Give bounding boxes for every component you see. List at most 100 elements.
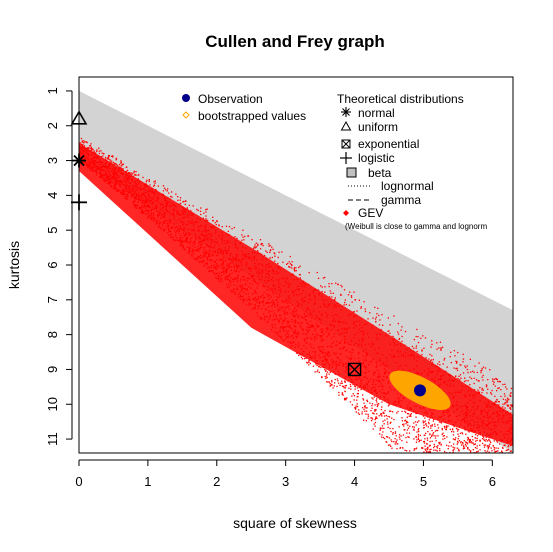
gev-point	[379, 428, 382, 430]
gev-point	[377, 404, 379, 406]
gev-point	[270, 249, 272, 251]
gev-point	[429, 449, 431, 451]
gev-point	[468, 440, 471, 442]
gev-point	[426, 439, 429, 441]
gev-point	[374, 408, 376, 411]
gev-point	[358, 409, 360, 411]
gev-point	[355, 411, 357, 413]
gev-point	[271, 246, 273, 248]
gev-point	[119, 166, 121, 168]
gev-point	[493, 381, 495, 383]
gev-point	[383, 415, 386, 417]
gev-point	[357, 395, 359, 398]
gev-point	[473, 377, 475, 379]
gev-point	[352, 383, 354, 386]
gev-point	[162, 185, 165, 187]
gev-point	[466, 443, 469, 445]
gev-point	[423, 434, 425, 436]
x-tick-label: 0	[75, 474, 82, 489]
gev-point	[184, 200, 186, 203]
gev-point	[473, 389, 476, 391]
gev-point	[293, 269, 296, 271]
gev-point	[378, 403, 380, 405]
gev-point	[494, 450, 496, 453]
gev-point	[474, 443, 476, 445]
gev-point	[135, 171, 137, 173]
gev-point	[200, 213, 202, 216]
gev-point	[367, 415, 370, 417]
gev-point	[148, 180, 150, 182]
gev-point	[289, 255, 291, 258]
gev-point	[89, 147, 91, 150]
legend-beta-label: beta	[368, 166, 392, 180]
gev-point	[358, 413, 361, 415]
gev-point	[495, 400, 497, 402]
gev-point	[233, 226, 235, 229]
gev-point	[404, 449, 406, 451]
gev-point	[440, 348, 442, 350]
gev-point	[111, 162, 113, 164]
gev-point	[345, 398, 347, 400]
gev-point	[316, 364, 318, 367]
gev-point	[256, 246, 258, 248]
gev-point	[321, 376, 323, 379]
gev-point	[442, 432, 444, 434]
gev-point	[467, 439, 469, 441]
gev-point	[379, 429, 381, 431]
gev-point	[109, 159, 112, 161]
gev-point	[496, 441, 498, 443]
gev-point	[478, 380, 480, 382]
gev-point	[425, 357, 427, 359]
gev-point	[353, 311, 355, 313]
gev-point	[417, 437, 419, 439]
gev-point	[218, 224, 220, 226]
gev-point	[265, 250, 267, 252]
gev-point	[381, 434, 383, 436]
gev-point	[364, 308, 366, 310]
gev-point	[293, 268, 295, 270]
gev-point	[91, 149, 93, 151]
gev-point	[153, 184, 156, 186]
gev-point	[146, 179, 148, 181]
gev-point	[467, 448, 469, 450]
gev-point	[492, 383, 495, 385]
gev-point	[371, 404, 373, 407]
gev-point	[372, 317, 374, 319]
gev-point	[375, 417, 377, 419]
gev-point	[490, 393, 493, 395]
gev-point	[441, 427, 443, 430]
gev-point	[345, 399, 347, 401]
gev-point	[344, 380, 346, 382]
gev-point	[387, 415, 389, 418]
gev-point	[429, 433, 431, 436]
gev-point	[435, 440, 437, 442]
gev-point	[375, 416, 377, 418]
gev-point	[200, 207, 202, 209]
gev-point	[372, 398, 374, 400]
gev-point	[470, 377, 473, 380]
gev-point	[413, 428, 415, 430]
gev-point	[456, 369, 459, 371]
gev-point	[365, 420, 367, 422]
gev-point	[114, 163, 116, 165]
gev-point	[380, 414, 382, 416]
gev-point	[465, 445, 467, 447]
gev-point	[435, 449, 437, 451]
gev-point	[465, 442, 467, 444]
gev-point	[90, 146, 92, 148]
gev-point	[395, 435, 397, 437]
gev-point	[82, 144, 84, 146]
gev-point	[442, 438, 444, 440]
legend-lognormal-label: lognormal	[381, 179, 434, 193]
gev-point	[324, 369, 326, 371]
gev-point	[315, 363, 317, 365]
gev-point	[360, 306, 362, 308]
gev-point	[418, 430, 420, 433]
gev-point	[358, 299, 360, 301]
gev-point	[91, 148, 93, 150]
legend-theoretical-distributions: Theoretical distributions normal uniform…	[337, 92, 487, 231]
gev-point	[432, 420, 434, 422]
gev-point	[331, 379, 333, 382]
legend-gamma-label: gamma	[381, 193, 421, 207]
gev-point	[330, 292, 332, 294]
